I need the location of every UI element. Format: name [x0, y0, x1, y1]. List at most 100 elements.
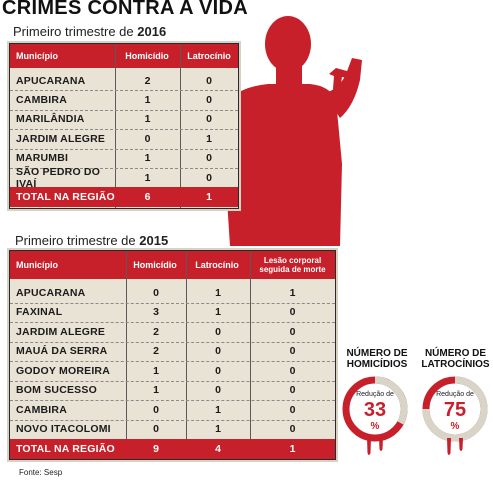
- gauge-homicidios-label-line2: HOMICÍDIOS: [346, 359, 408, 370]
- gauge-latrocinios-ring: [422, 376, 488, 455]
- gauge-latrocinios-value: 75: [443, 399, 467, 421]
- table-row: FAXINAL 3 1 0: [10, 303, 335, 323]
- cell-value: 1: [144, 152, 151, 165]
- cell-municipio: MARILÂNDIA: [16, 113, 85, 126]
- table-row: JARDIM ALEGRE 0 1: [10, 129, 238, 148]
- cell-municipio: JARDIM ALEGRE: [16, 132, 106, 145]
- cell-value: 4: [215, 442, 221, 455]
- table-row: MAUÁ DA SERRA 2 0 0: [10, 342, 335, 362]
- cell-municipio: APUCARANA: [16, 74, 86, 87]
- cell-value: 0: [289, 384, 296, 397]
- cell-value: 0: [206, 94, 212, 107]
- gauge-latrocinios-caption: Redução de: [436, 391, 474, 398]
- table-row: APUCARANA 0 1 1: [10, 283, 335, 303]
- cell-value: 0: [289, 345, 296, 358]
- table-row: CAMBIRA 0 1 0: [10, 400, 335, 420]
- cell-value: 1: [144, 94, 151, 107]
- table-row: CAMBIRA 1 0: [10, 90, 238, 109]
- cell-value: 0: [144, 132, 151, 145]
- table-row: SÃO PEDRO DO IVAÍ 1 0: [10, 165, 238, 190]
- subtitle-2015: Primeiro trimestre de 2015: [15, 233, 168, 248]
- cell-value: 0: [289, 325, 296, 338]
- header-municipio: Município: [16, 259, 58, 270]
- cell-value: 0: [153, 403, 159, 416]
- table-row: BOM SUCESSO 1 0 0: [10, 381, 335, 401]
- gauge-homicidios-label: NÚMERO DE HOMICÍDIOS: [342, 348, 412, 370]
- gauge-latrocinios-label-line1: NÚMERO DE: [424, 348, 487, 359]
- cell-value: 1: [206, 132, 212, 145]
- cell-municipio: JARDIM ALEGRE: [16, 325, 106, 338]
- table-2015-header: Município Homicídio Latrocínio Lesão cor…: [10, 251, 335, 279]
- cell-value: 1: [206, 191, 212, 204]
- table-total-row: TOTAL NA REGIÃO 6 1: [10, 187, 238, 207]
- cell-municipio: FAXINAL: [16, 306, 63, 319]
- cell-value: 9: [153, 442, 159, 455]
- cell-municipio: APUCARANA: [16, 286, 86, 299]
- gauge-homicidios-ring: [342, 376, 408, 455]
- cell-value: 0: [153, 286, 159, 299]
- header-municipio: Município: [16, 50, 58, 61]
- subtitle-2015-prefix: Primeiro trimestre de: [15, 233, 140, 248]
- source-note: Fonte: Sesp: [19, 468, 63, 477]
- cell-value: 0: [153, 423, 159, 436]
- table-2016: Município Homicídio Latrocínio APUCARANA…: [9, 43, 239, 209]
- cell-value: 1: [144, 171, 151, 184]
- subtitle-2016: Primeiro trimestre de 2016: [13, 24, 166, 39]
- page-title: CRIMES CONTRA A VIDA: [2, 0, 248, 19]
- cell-municipio: NOVO ITACOLOMI: [16, 423, 111, 436]
- cell-value: 0: [289, 423, 296, 436]
- cell-value: 1: [215, 306, 221, 319]
- cell-value: 2: [153, 325, 159, 338]
- gauges-graphic: [342, 376, 488, 455]
- cell-value: 2: [144, 74, 151, 87]
- cell-value: 6: [144, 191, 151, 204]
- cell-municipio: GODOY MOREIRA: [16, 364, 110, 377]
- header-lesao-corporal: Lesão corporal seguida de morte: [259, 256, 326, 274]
- cell-municipio: CAMBIRA: [16, 94, 67, 107]
- gauge-latrocinios-unit: %: [450, 421, 460, 432]
- cell-value: 0: [215, 345, 221, 358]
- table-total-row: TOTAL NA REGIÃO 9 4 1: [10, 439, 335, 459]
- cell-municipio: CAMBIRA: [16, 403, 67, 416]
- table-row: MARUMBI 1 0: [10, 149, 238, 168]
- cell-municipio: BOM SUCESSO: [16, 384, 97, 397]
- gauge-latrocinios-label: NÚMERO DE LATROCÍNIOS: [418, 348, 493, 370]
- cell-municipio: TOTAL NA REGIÃO: [16, 191, 115, 204]
- gunman-silhouette-icon: [222, 16, 362, 246]
- header-homicidio: Homicídio: [133, 259, 177, 270]
- cell-value: 0: [289, 364, 296, 377]
- cell-value: 0: [215, 325, 221, 338]
- gauge-homicidios-label-line1: NÚMERO DE: [346, 348, 408, 359]
- cell-municipio: TOTAL NA REGIÃO: [16, 442, 115, 455]
- cell-value: 3: [153, 306, 159, 319]
- cell-value: 1: [144, 113, 151, 126]
- gauge-latrocinios-label-line2: LATROCÍNIOS: [421, 359, 490, 370]
- table-row: GODOY MOREIRA 1 0 0: [10, 361, 335, 381]
- table-2016-header: Município Homicídio Latrocínio: [10, 44, 238, 68]
- cell-value: 0: [215, 384, 221, 397]
- table-row: APUCARANA 2 0: [10, 71, 238, 90]
- subtitle-2016-year: 2016: [137, 24, 167, 39]
- cell-value: 0: [215, 364, 221, 377]
- cell-value: 1: [153, 384, 159, 397]
- table-row: NOVO ITACOLOMI 0 1 0: [10, 420, 335, 440]
- gauge-homicidios-caption: Redução de: [356, 391, 394, 398]
- cell-municipio: MARUMBI: [16, 152, 69, 165]
- cell-value: 1: [289, 286, 296, 299]
- cell-value: 1: [215, 286, 221, 299]
- cell-value: 0: [206, 113, 212, 126]
- cell-value: 0: [206, 171, 212, 184]
- cell-value: 1: [153, 364, 159, 377]
- gauge-homicidios-value: 33: [363, 399, 387, 421]
- cell-value: 0: [289, 306, 296, 319]
- cell-municipio: MAUÁ DA SERRA: [16, 345, 108, 358]
- cell-value: 0: [206, 74, 212, 87]
- header-latrocinio: Latrocínio: [195, 259, 239, 270]
- table-2015: Município Homicídio Latrocínio Lesão cor…: [9, 250, 336, 460]
- cell-value: 2: [153, 345, 159, 358]
- cell-municipio: SÃO PEDRO DO IVAÍ: [16, 165, 101, 190]
- header-homicidio: Homicídio: [125, 50, 169, 61]
- cell-value: 1: [289, 442, 296, 455]
- table-row: MARILÂNDIA 1 0: [10, 110, 238, 129]
- table-row: JARDIM ALEGRE 2 0 0: [10, 322, 335, 342]
